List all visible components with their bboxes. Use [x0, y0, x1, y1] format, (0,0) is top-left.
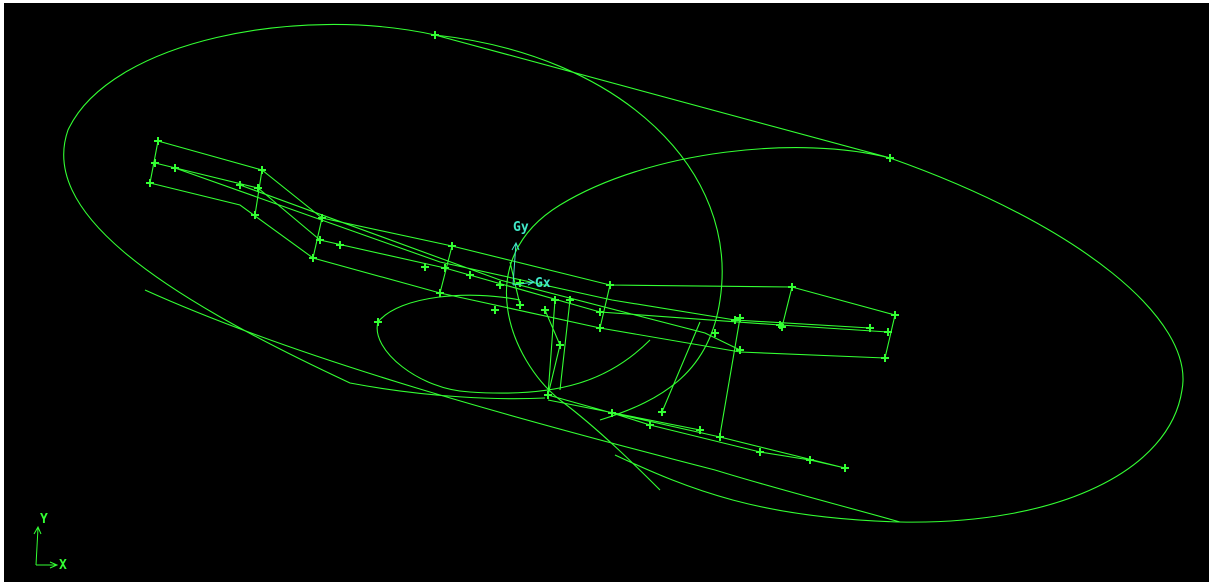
point-marker [316, 236, 324, 244]
point-marker [731, 316, 739, 324]
wireframe-model [63, 23, 1184, 523]
origin-arrows [511, 241, 536, 286]
point-marker [658, 408, 666, 416]
point-marker [441, 264, 449, 272]
point-marker [421, 263, 429, 271]
point-marker [336, 241, 344, 249]
point-marker [171, 164, 179, 172]
point-marker [596, 324, 604, 332]
inner-arc [434, 34, 723, 421]
point-marker [544, 391, 552, 399]
point-marker [646, 421, 654, 429]
point-marker [496, 281, 504, 289]
point-marker [151, 159, 159, 167]
outer-edge [434, 34, 1184, 523]
triad-x-label: X [59, 558, 67, 573]
point-marker [608, 409, 616, 417]
point-marker [711, 329, 719, 337]
point-marker [516, 301, 524, 309]
point-marker [254, 184, 262, 192]
lower-edge [144, 289, 901, 523]
small-loop [376, 294, 651, 394]
point-marker [841, 464, 849, 472]
point-marker [374, 318, 382, 326]
point-marker [556, 341, 564, 349]
point-marker [891, 311, 899, 319]
axis-triad: Y X [33, 512, 67, 573]
point-marker [251, 211, 259, 219]
triad-y-label: Y [40, 512, 48, 527]
viewport-background [4, 3, 1209, 582]
point-marker [596, 308, 604, 316]
point-marker [736, 346, 744, 354]
point-marker [884, 328, 892, 336]
point-marker [541, 306, 549, 314]
gx-label: Gx [535, 276, 551, 291]
point-marker [696, 426, 704, 434]
origin-axes: Gy Gx [511, 220, 551, 291]
point-marker [736, 314, 744, 322]
point-marker [258, 166, 266, 174]
point-marker [881, 354, 889, 362]
point-marker [309, 254, 317, 262]
point-marker [788, 283, 796, 291]
point-marker [466, 271, 474, 279]
point-marker [431, 31, 439, 39]
point-marker [236, 181, 244, 189]
point-marker [491, 306, 499, 314]
point-marker [716, 433, 724, 441]
point-marker [551, 296, 559, 304]
point-markers [146, 31, 899, 472]
triad-arrows [33, 525, 59, 569]
point-marker [756, 448, 764, 456]
point-marker [516, 279, 524, 287]
point-marker [606, 281, 614, 289]
point-marker [806, 456, 814, 464]
strut [509, 261, 741, 436]
point-marker [154, 137, 162, 145]
point-marker [436, 289, 444, 297]
point-marker [776, 321, 784, 329]
outer-curve [63, 23, 546, 400]
point-marker [448, 242, 456, 250]
point-marker [886, 154, 894, 162]
gy-label: Gy [513, 220, 529, 235]
second-loop [506, 147, 891, 491]
point-marker [146, 179, 154, 187]
point-marker [866, 324, 874, 332]
point-marker [318, 214, 326, 222]
point-marker [566, 296, 574, 304]
